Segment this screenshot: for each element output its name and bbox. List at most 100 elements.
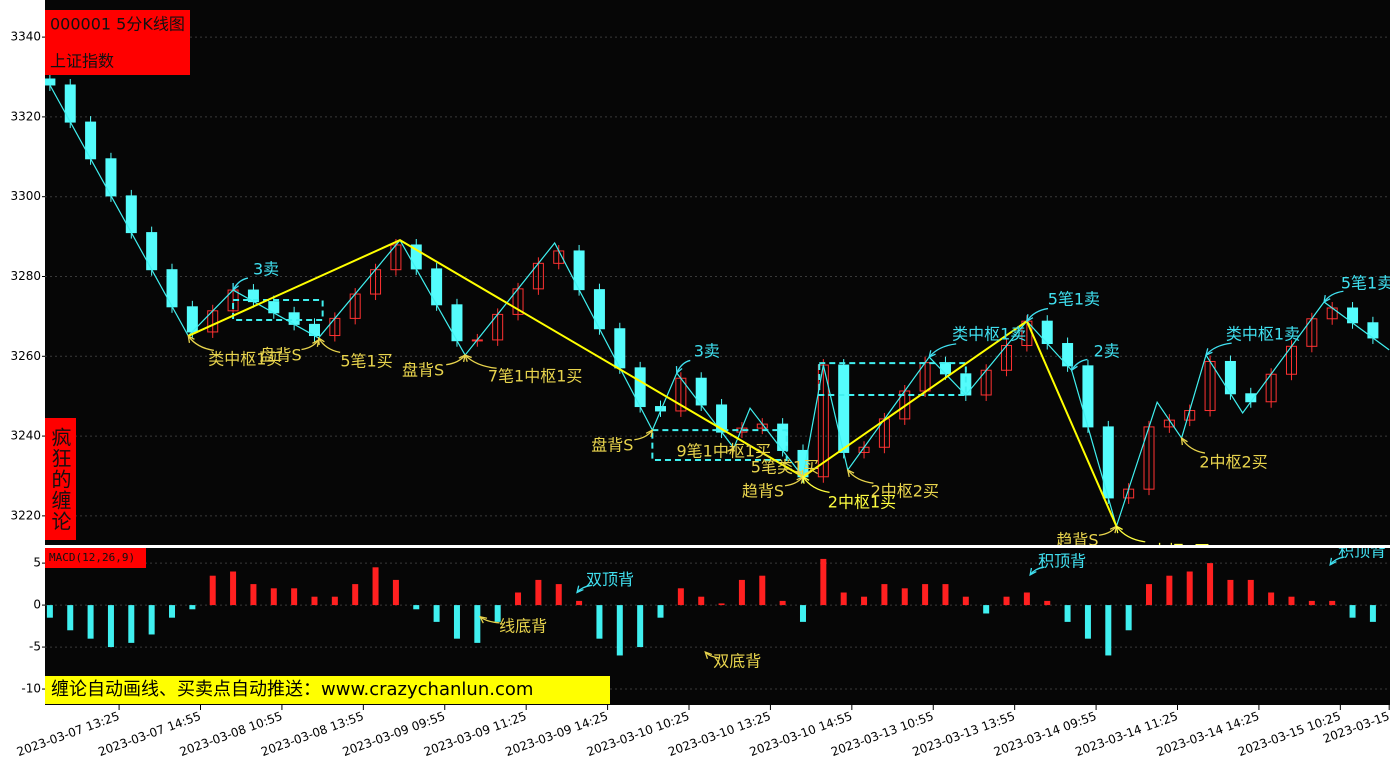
annotation: 积顶背 [1038,551,1086,570]
y-tick-label: 3280 [10,269,41,283]
annotation: 5笔1卖 [1048,290,1100,309]
chart-title: 000001 5分K线图 [50,15,185,34]
macd-bar [250,584,257,606]
arrow-head [645,428,654,438]
annotation: 线底背 [499,616,547,635]
annotation: 盘背S [259,345,301,364]
macd-bar [637,605,644,648]
y-tick-label: -5 [29,640,41,654]
macd-bar [1105,605,1112,656]
macd-bar [799,605,806,622]
annotation-arrow [318,337,341,353]
annotation: 3卖 [694,342,720,361]
macd-bar [270,588,277,606]
macd-bar [1166,575,1173,606]
macd-bar [189,605,196,610]
pivot-box [651,429,788,462]
annotation: 5笔1卖 [1341,274,1390,293]
macd-bar [494,605,501,622]
macd-bar [1044,600,1051,606]
macd-bar [1308,600,1315,606]
annotation: 双顶背 [586,570,634,589]
macd-bar [698,596,705,606]
arrow-head [928,350,936,359]
macd-bar [1064,605,1071,622]
macd-bar [657,605,664,618]
annotation-arrow [446,354,466,366]
y-tick-label: 3340 [10,30,41,44]
macd-bar [718,603,725,606]
macd-bar [881,584,888,606]
annotation: 类中枢1买 [208,349,282,368]
macd-bar [820,558,827,606]
candle-body [45,78,56,86]
arrow-head [464,354,472,362]
annotation: 趋背S [742,481,784,500]
macd-title: MACD(12,26,9) [49,551,135,564]
macd-bar [555,584,562,606]
arrow-head [1115,525,1123,534]
annotation-arrow [1115,525,1146,543]
macd-bar [596,605,603,639]
annotation: 双底背 [713,652,761,671]
macd-bar [1186,571,1193,606]
arrow-head [1029,567,1037,577]
macd-bar [474,605,481,643]
macd-bar [433,605,440,622]
annotation-arrow [847,469,874,484]
arrow-head [317,336,325,345]
macd-bar [352,584,359,606]
macd-bar [1369,605,1376,622]
macd-bar [291,588,298,606]
arrow-head [187,334,195,343]
annotation-arrow [1205,342,1232,356]
macd-bar [1288,596,1295,606]
y-tick-label: 3320 [10,109,41,123]
macd-bar [169,605,176,618]
candle-body [939,362,951,375]
macd-bar [128,605,135,643]
annotation: 2中枢1买P [1141,542,1219,561]
chart-subtitle: 上证指数 [50,52,114,71]
annotation: 类中枢1卖 [1226,325,1300,344]
macd-bar [87,605,94,639]
macd-bar [46,605,53,618]
annotation-arrow [1323,290,1344,303]
price-panel [45,0,1390,545]
annotation: 3卖 [253,260,279,279]
macd-bar [1247,579,1254,606]
macd-bar [1023,592,1030,606]
macd-bar [1349,605,1356,618]
title-box [45,10,190,75]
macd-bar [759,575,766,606]
macd-bar [230,571,237,606]
macd-bar [413,605,420,610]
annotation: 2卖 [1094,342,1120,361]
arrow-head [1026,314,1034,323]
macd-bar [331,596,338,606]
macd-bar [1329,600,1336,606]
arrow-head [576,585,584,594]
macd-bar [922,584,929,606]
annotation: 5笔1买 [340,351,392,370]
annotation: 5笔类1买 [751,457,819,476]
arrow-head [846,468,855,477]
arrow-head [1329,557,1337,566]
annotation: 7笔1中枢1买 [488,367,583,386]
annotation: 9笔1中枢1买 [677,442,772,461]
annotation: 2中枢1买 [828,492,896,511]
macd-bar [67,605,74,631]
macd-bar [576,600,583,606]
macd-bar [861,596,868,606]
macd-bar [107,605,114,648]
pivot-box [818,362,967,396]
arrow-head [727,446,735,456]
annotation-arrow [676,359,691,374]
y-tick-label: 3300 [10,189,41,203]
y-tick-label: 0 [33,598,41,612]
annotation-arrow [187,335,215,351]
macd-bar [209,575,216,606]
macd-bar [1227,579,1234,606]
